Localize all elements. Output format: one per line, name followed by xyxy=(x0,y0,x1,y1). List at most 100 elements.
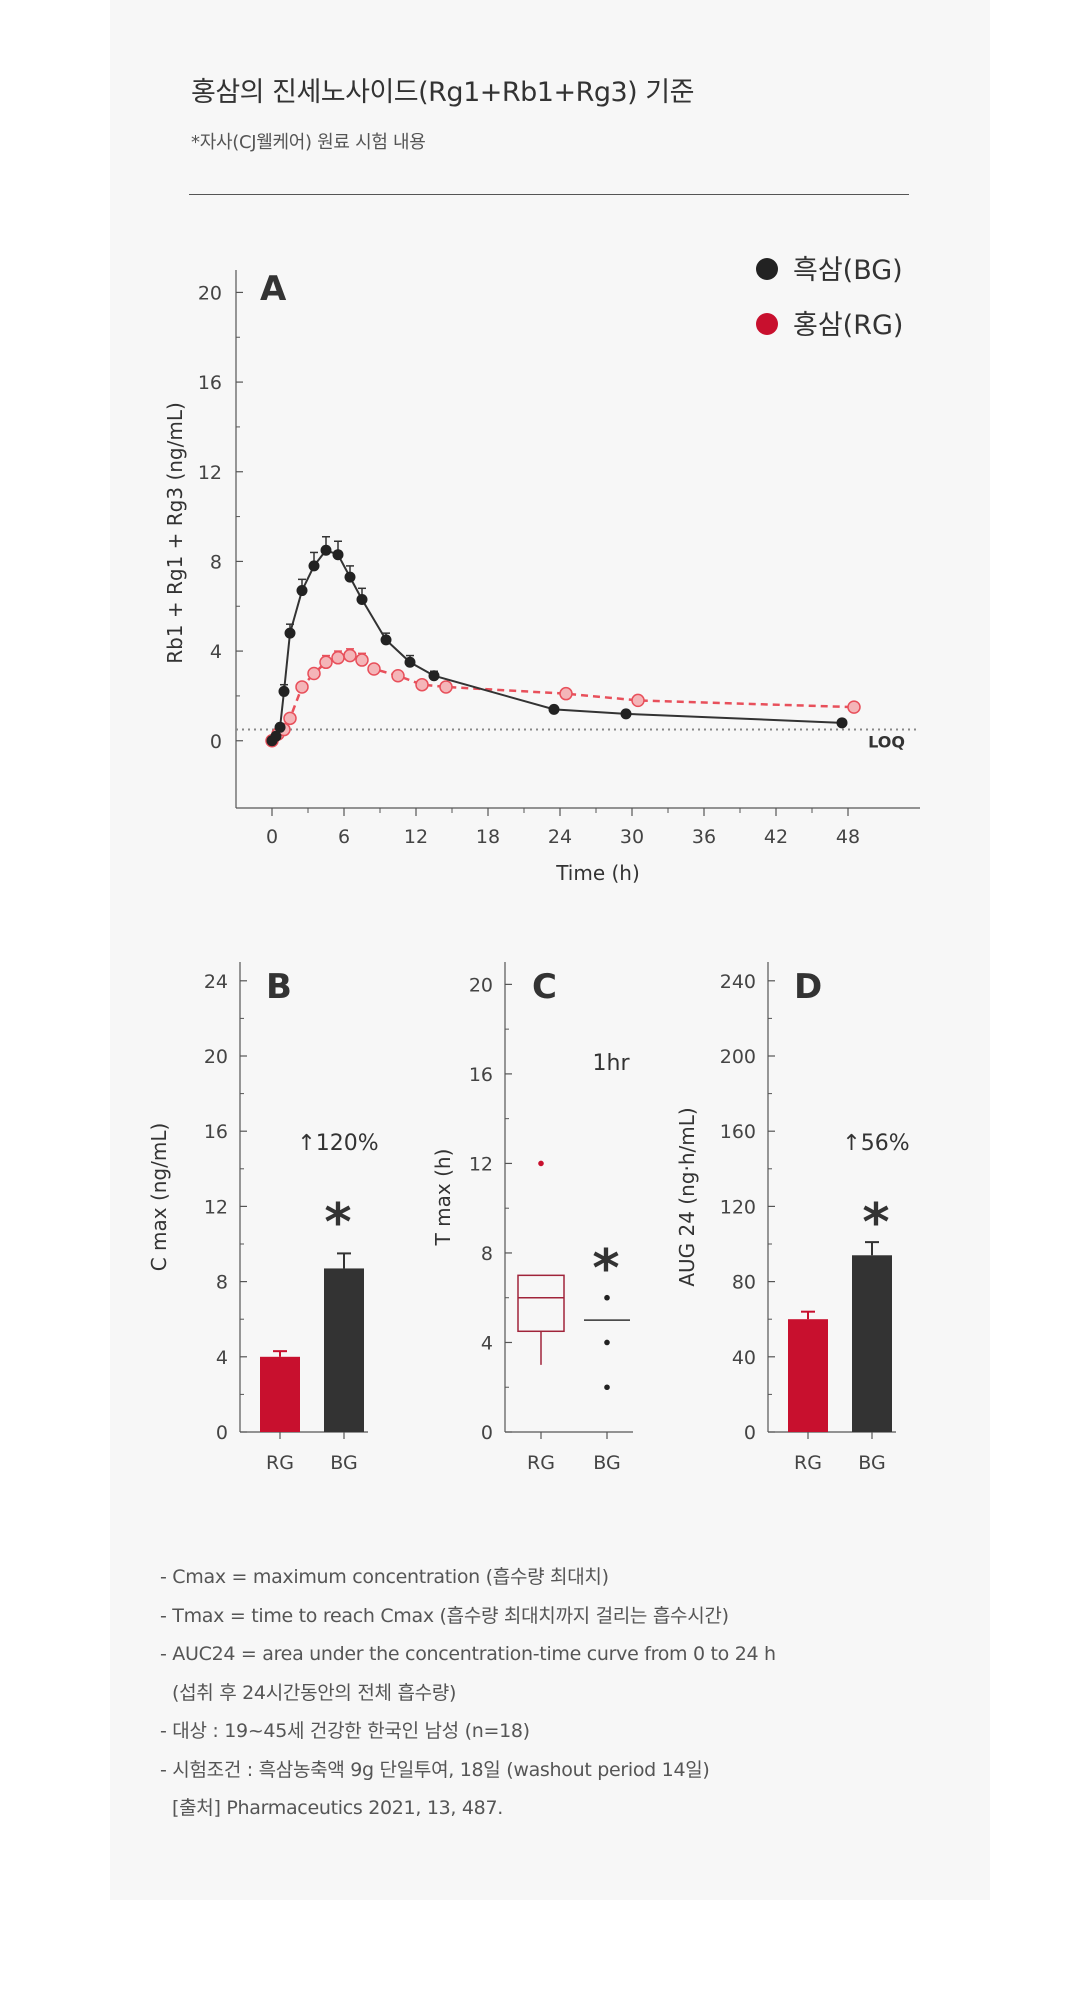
y-tick-label: 120 xyxy=(720,1196,756,1218)
x-tick-label: RG xyxy=(794,1452,822,1474)
data-point-bg xyxy=(308,560,320,572)
y-axis-label: C max (ng/mL) xyxy=(147,1123,171,1272)
note-auc24: - AUC24 = area under the concentration-t… xyxy=(160,1643,776,1665)
bar-rg xyxy=(260,1356,300,1432)
data-point-bg xyxy=(380,634,392,646)
data-point-rg xyxy=(439,680,453,694)
data-point-bg xyxy=(604,1294,610,1301)
x-tick-label: 12 xyxy=(404,826,428,848)
page-title: 홍삼의 진세노사이드(Rg1+Rb1+Rg3) 기준 xyxy=(191,77,694,108)
y-axis-label: AUG 24 (ng·h/mL) xyxy=(675,1107,699,1286)
bar-rg xyxy=(788,1319,828,1432)
divider xyxy=(189,194,909,195)
data-point-bg xyxy=(404,656,416,668)
data-point-bg xyxy=(320,544,332,556)
data-point-bg xyxy=(620,708,632,720)
y-tick-label: 16 xyxy=(198,372,222,394)
data-point-rg xyxy=(391,668,405,683)
legend-label-rg: 홍삼(RG) xyxy=(793,310,903,341)
x-tick-label: 18 xyxy=(476,826,500,848)
data-point-bg xyxy=(836,717,848,729)
significance-mark: * xyxy=(862,1193,889,1253)
data-point-bg xyxy=(296,585,308,597)
data-point-rg xyxy=(307,666,321,681)
x-tick-label: BG xyxy=(330,1452,357,1474)
panel-label-b: B xyxy=(266,967,292,1007)
data-point-bg xyxy=(604,1339,610,1346)
y-tick-label: 200 xyxy=(720,1046,756,1068)
x-tick-label: RG xyxy=(266,1452,294,1474)
y-tick-label: 160 xyxy=(720,1121,756,1143)
y-tick-label: 20 xyxy=(469,974,493,996)
significance-mark: * xyxy=(324,1193,351,1253)
y-tick-label: 8 xyxy=(481,1243,493,1265)
x-tick-label: 24 xyxy=(548,826,572,848)
y-tick-label: 0 xyxy=(744,1422,756,1444)
data-point-bg xyxy=(274,721,286,733)
annotation: 1hr xyxy=(593,1051,631,1076)
y-tick-label: 80 xyxy=(732,1272,756,1294)
note-tmax: - Tmax = time to reach Cmax (흡수량 최대치까지 걸… xyxy=(160,1604,729,1627)
y-axis-label: Rb1 + Rg1 + Rg3 (ng/mL) xyxy=(163,402,187,664)
x-tick-label: BG xyxy=(593,1452,620,1474)
data-point-bg xyxy=(548,703,560,715)
data-point-rg xyxy=(415,677,429,692)
bar-bg xyxy=(852,1255,892,1432)
y-tick-label: 0 xyxy=(210,731,222,753)
x-tick-label: 48 xyxy=(836,826,860,848)
content-panel xyxy=(110,0,990,1900)
data-point-rg xyxy=(331,651,345,665)
x-tick-label: 36 xyxy=(692,826,716,848)
annotation: ↑120% xyxy=(297,1131,378,1156)
panel-label-d: D xyxy=(794,967,822,1007)
y-tick-label: 24 xyxy=(204,971,228,993)
note-cmax: - Cmax = maximum concentration (흡수량 최대치) xyxy=(160,1566,609,1588)
data-point-rg xyxy=(367,662,381,676)
annotation: ↑56% xyxy=(842,1131,909,1156)
data-point-rg xyxy=(847,700,861,714)
legend-marker-rg xyxy=(756,313,778,335)
y-tick-label: 8 xyxy=(216,1272,228,1294)
data-point-rg xyxy=(355,653,369,667)
y-tick-label: 0 xyxy=(481,1422,493,1444)
x-tick-label: 0 xyxy=(266,826,278,848)
y-tick-label: 40 xyxy=(732,1347,756,1369)
panel-label-a: A xyxy=(260,269,287,309)
y-axis-label: T max (h) xyxy=(431,1149,455,1247)
x-axis-label: Time (h) xyxy=(555,861,640,885)
significance-mark: * xyxy=(592,1239,619,1299)
x-tick-label: 6 xyxy=(338,826,350,848)
x-tick-label: 42 xyxy=(764,826,788,848)
y-tick-label: 4 xyxy=(216,1347,228,1369)
y-tick-label: 8 xyxy=(210,551,222,573)
data-point-bg xyxy=(332,549,344,561)
y-tick-label: 12 xyxy=(198,462,222,484)
x-tick-label: 30 xyxy=(620,826,644,848)
x-tick-label: BG xyxy=(858,1452,885,1474)
note-source: [출처] Pharmaceutics 2021, 13, 487. xyxy=(172,1797,503,1819)
y-tick-label: 0 xyxy=(216,1422,228,1444)
x-tick-label: RG xyxy=(527,1452,555,1474)
notes-block: - Cmax = maximum concentration (흡수량 최대치)… xyxy=(160,1558,776,1828)
bar-bg xyxy=(324,1268,364,1432)
outlier-point-rg xyxy=(538,1160,544,1167)
data-point-rg xyxy=(319,655,333,670)
data-point-rg xyxy=(343,648,357,663)
y-tick-label: 20 xyxy=(198,282,222,304)
y-tick-label: 12 xyxy=(204,1196,228,1218)
page-subtitle: *자사(CJ웰케어) 원료 시험 내용 xyxy=(191,132,426,153)
y-tick-label: 240 xyxy=(720,971,756,993)
data-point-bg xyxy=(278,685,290,697)
data-point-rg xyxy=(631,693,645,708)
data-point-bg xyxy=(270,730,282,742)
data-point-bg xyxy=(428,670,440,682)
legend-marker-bg xyxy=(756,258,778,280)
note-subjects: - 대상 : 19~45세 건강한 한국인 남성 (n=18) xyxy=(160,1720,530,1742)
panel-label-c: C xyxy=(532,967,557,1007)
data-point-bg xyxy=(284,627,296,639)
y-tick-label: 4 xyxy=(481,1332,493,1354)
data-point-rg xyxy=(283,711,297,726)
data-point-rg xyxy=(295,680,309,694)
y-tick-label: 20 xyxy=(204,1046,228,1068)
